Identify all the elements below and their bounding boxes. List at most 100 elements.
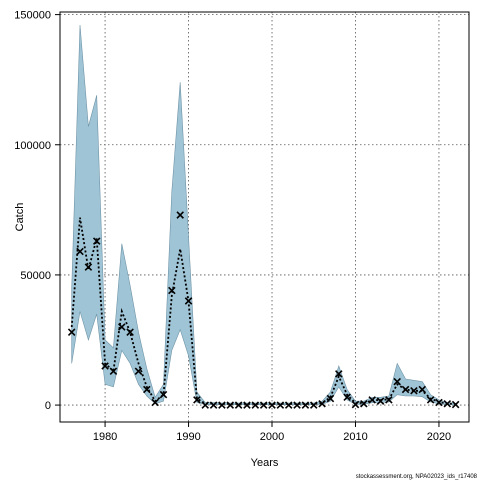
observed-point-stroke: [426, 396, 435, 404]
observed-point: [259, 401, 268, 409]
observed-point: [393, 377, 401, 386]
observed-point-stroke: [360, 400, 368, 408]
observed-point-stroke: [193, 396, 201, 404]
observed-point-stroke: [218, 401, 226, 409]
y-tick-label: 150000: [14, 10, 51, 22]
observed-point: [326, 394, 335, 403]
observed-point-stroke: [168, 286, 176, 295]
observed-point-stroke: [201, 401, 210, 409]
observed-point-stroke: [109, 367, 118, 376]
observed-point-stroke: [209, 401, 218, 409]
confidence-band: [71, 24, 456, 406]
observed-point: [410, 386, 418, 395]
observed-point: [151, 398, 159, 407]
observed-point: [243, 401, 251, 409]
y-tick-label: 0: [45, 400, 51, 412]
observed-point: [335, 370, 343, 378]
observed-point-stroke: [326, 394, 335, 403]
observed-point: [385, 396, 393, 404]
observed-point: [309, 401, 318, 409]
estimate-line: [70, 217, 456, 405]
plot-frame: [59, 11, 470, 423]
observed-point-stroke: [284, 401, 293, 409]
observed-point-stroke: [418, 385, 427, 394]
observed-point-stroke: [351, 400, 360, 409]
observed-point-stroke: [309, 401, 318, 409]
observed-point: [176, 211, 184, 219]
observed-point-stroke: [276, 401, 285, 409]
observed-point: [218, 401, 226, 409]
observed-point: [234, 401, 243, 409]
observed-point: [184, 297, 193, 305]
observed-point-stroke: [76, 247, 84, 256]
x-tick-label: 2020: [427, 431, 451, 443]
observed-point-stroke: [92, 237, 101, 245]
observed-point-stroke: [234, 401, 243, 409]
x-tick-label: 1990: [176, 431, 200, 443]
x-axis: 1980 1990 2000 2010 2020: [93, 422, 451, 443]
observed-point-stroke: [318, 400, 326, 408]
observed-point-stroke: [376, 397, 385, 405]
observed-point-stroke: [226, 401, 235, 409]
observed-point-stroke: [443, 400, 452, 408]
observed-point: [134, 367, 143, 376]
observed-point-stroke: [335, 370, 343, 378]
observed-point: [159, 390, 168, 399]
observed-point: [193, 396, 201, 404]
observed-point: [276, 401, 285, 409]
grid-lines: [60, 12, 469, 422]
confidence-band-area: [71, 24, 456, 406]
observed-point: [101, 362, 109, 370]
observed-point-stroke: [435, 398, 443, 407]
observed-point-stroke: [134, 367, 143, 376]
observed-point-stroke: [451, 400, 460, 409]
observed-point-stroke: [368, 396, 376, 404]
x-axis-title: Years: [251, 457, 279, 469]
observed-point: [435, 398, 443, 407]
observed-point-stroke: [118, 323, 126, 331]
observed-point-stroke: [67, 328, 76, 336]
observed-point: [293, 401, 301, 409]
y-tick-label: 50000: [20, 270, 51, 282]
observed-point: [451, 400, 460, 409]
y-axis: 0 50000 100000 150000: [14, 10, 60, 412]
observed-point: [84, 263, 93, 271]
x-tick-label: 1980: [93, 431, 117, 443]
observed-point-stroke: [101, 362, 109, 370]
observed-point-stroke: [151, 398, 159, 407]
observed-point-stroke: [259, 401, 268, 409]
observed-point: [426, 396, 435, 404]
observed-point: [118, 323, 126, 331]
observed-point: [251, 401, 260, 409]
observed-point-stroke: [251, 401, 260, 409]
observed-point-stroke: [343, 393, 351, 402]
observed-point: [360, 400, 368, 408]
observed-point: [284, 401, 293, 409]
observed-point-stroke: [84, 263, 93, 271]
observed-point-stroke: [176, 211, 184, 219]
observed-point-stroke: [401, 385, 410, 394]
observed-point: [168, 286, 176, 295]
observed-point: [443, 400, 452, 408]
observed-point: [143, 385, 151, 394]
observed-point: [418, 385, 427, 394]
source-footnote: stockassessment.org, NPA02023_ids_r17408: [356, 474, 478, 480]
observed-point: [301, 401, 310, 409]
x-tick-label: 2010: [343, 431, 367, 443]
observed-point: [209, 401, 218, 409]
observed-point: [226, 401, 235, 409]
observed-points: [67, 211, 460, 409]
observed-point: [92, 237, 101, 245]
observed-point-stroke: [293, 401, 301, 409]
observed-point: [318, 400, 326, 408]
observed-point: [351, 400, 360, 409]
observed-point: [126, 328, 134, 336]
observed-point: [76, 247, 84, 256]
observed-point-stroke: [385, 396, 393, 404]
observed-point-stroke: [301, 401, 310, 409]
observed-point: [268, 401, 276, 409]
observed-point: [376, 397, 385, 405]
observed-point: [343, 393, 351, 402]
y-axis-title: Catch: [14, 203, 26, 232]
